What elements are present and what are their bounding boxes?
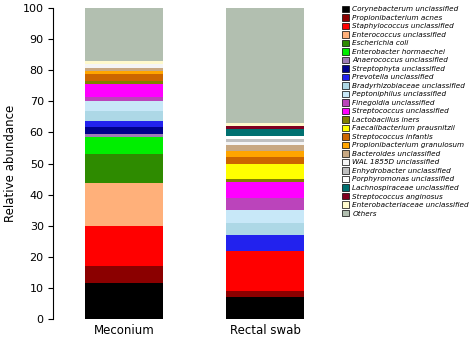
Bar	[227, 129, 304, 136]
Bar	[85, 84, 163, 98]
Bar	[85, 154, 163, 183]
Bar	[85, 64, 163, 68]
Legend: Corynebacterum unclassified, Propionibacterium acnes, Staphylococcus unclassifie: Corynebacterum unclassified, Propionibac…	[342, 5, 469, 217]
Bar	[85, 71, 163, 74]
Bar	[85, 81, 163, 84]
Bar	[85, 101, 163, 111]
Bar	[85, 74, 163, 81]
Bar	[85, 183, 163, 226]
Bar	[227, 198, 304, 210]
Bar	[227, 136, 304, 139]
Bar	[227, 157, 304, 164]
Bar	[85, 8, 163, 61]
Bar	[85, 61, 163, 64]
Bar	[85, 98, 163, 101]
Bar	[227, 223, 304, 235]
Y-axis label: Relative abundance: Relative abundance	[4, 105, 17, 222]
Bar	[227, 126, 304, 129]
Bar	[85, 127, 163, 134]
Bar	[227, 182, 304, 198]
Bar	[85, 68, 163, 71]
Bar	[85, 226, 163, 266]
Bar	[227, 297, 304, 319]
Bar	[227, 210, 304, 223]
Bar	[227, 291, 304, 297]
Bar	[227, 151, 304, 157]
Bar	[227, 123, 304, 126]
Bar	[227, 179, 304, 182]
Bar	[227, 142, 304, 145]
Bar	[85, 137, 163, 154]
Bar	[85, 121, 163, 127]
Bar	[227, 145, 304, 151]
Bar	[227, 251, 304, 291]
Bar	[85, 283, 163, 319]
Bar	[85, 111, 163, 121]
Bar	[227, 164, 304, 179]
Bar	[227, 8, 304, 123]
Bar	[227, 235, 304, 251]
Bar	[85, 134, 163, 137]
Bar	[85, 266, 163, 283]
Bar	[227, 139, 304, 142]
